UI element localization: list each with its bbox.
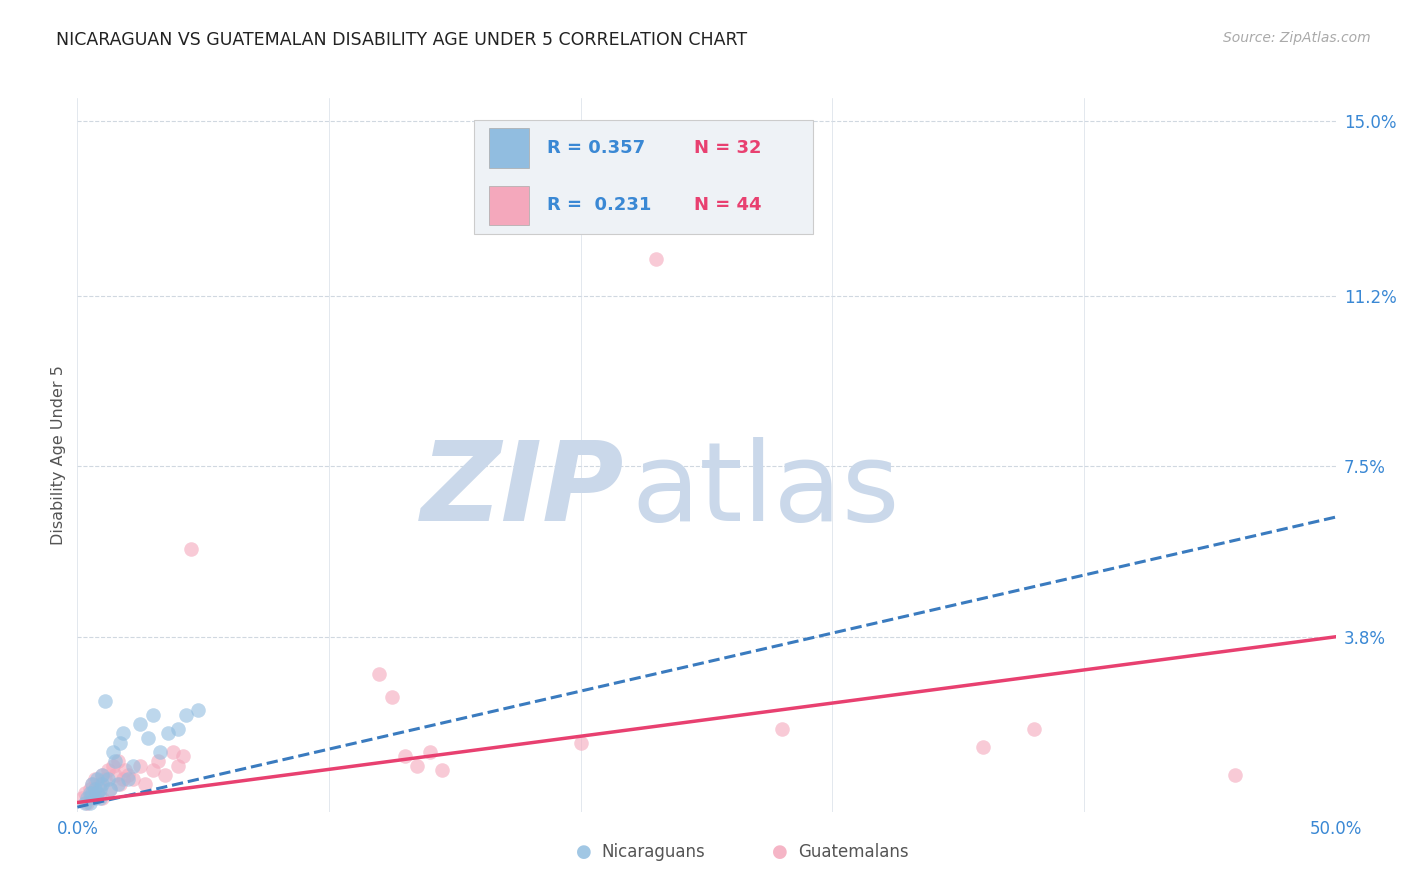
Point: [187, 703, 209, 717]
Point: [121, 758, 143, 772]
Point: [96, 772, 118, 787]
Point: [94, 694, 117, 708]
Point: [770, 722, 793, 736]
Point: [104, 768, 127, 782]
Point: [101, 758, 124, 772]
Point: [91, 768, 114, 782]
Point: [569, 736, 592, 750]
Bar: [489, 128, 529, 168]
Point: [96, 764, 118, 778]
Point: [129, 717, 152, 731]
Point: [94, 772, 117, 787]
Point: [172, 749, 194, 764]
Point: [107, 754, 129, 768]
Point: [84, 781, 107, 796]
Text: Source: ZipAtlas.com: Source: ZipAtlas.com: [1223, 31, 1371, 45]
Text: R = 0.357: R = 0.357: [547, 139, 645, 157]
Point: [114, 764, 136, 778]
Point: [162, 745, 184, 759]
Point: [84, 781, 107, 796]
Point: [86, 772, 108, 787]
Point: [117, 772, 139, 787]
Point: [91, 777, 114, 791]
Point: [79, 786, 101, 800]
Point: [394, 749, 416, 764]
Point: [972, 740, 994, 755]
Text: Nicaraguans: Nicaraguans: [602, 843, 706, 861]
Point: [142, 708, 165, 723]
Point: [111, 726, 134, 740]
Text: N = 32: N = 32: [695, 139, 762, 157]
Point: [82, 777, 104, 791]
Point: [419, 745, 441, 759]
Point: [84, 791, 107, 805]
Text: N = 44: N = 44: [695, 196, 762, 214]
Point: [108, 736, 131, 750]
Point: [98, 781, 121, 796]
Bar: [489, 186, 529, 225]
Point: [167, 722, 190, 736]
Point: [142, 764, 165, 778]
Point: [82, 777, 104, 791]
Point: [174, 708, 197, 723]
Point: [146, 754, 169, 768]
Point: [155, 768, 177, 782]
Point: [89, 781, 111, 796]
Point: [104, 754, 127, 768]
Point: [79, 781, 101, 796]
FancyBboxPatch shape: [474, 120, 814, 234]
Point: [111, 772, 134, 787]
Text: Guatemalans: Guatemalans: [799, 843, 910, 861]
Point: [82, 786, 104, 800]
Point: [76, 791, 98, 805]
Text: NICARAGUAN VS GUATEMALAN DISABILITY AGE UNDER 5 CORRELATION CHART: NICARAGUAN VS GUATEMALAN DISABILITY AGE …: [56, 31, 748, 49]
Point: [129, 758, 152, 772]
Point: [98, 781, 121, 796]
Point: [73, 786, 96, 800]
Point: [101, 745, 124, 759]
Point: [645, 252, 668, 267]
Text: atlas: atlas: [631, 437, 900, 544]
Point: [76, 796, 98, 810]
Point: [1022, 722, 1045, 736]
Point: [84, 772, 107, 787]
Point: [108, 777, 131, 791]
Point: [180, 542, 202, 557]
Point: [79, 796, 101, 810]
Y-axis label: Disability Age Under 5: Disability Age Under 5: [51, 365, 66, 545]
Point: [89, 791, 111, 805]
Point: [134, 777, 156, 791]
Point: [432, 764, 454, 778]
Text: ●: ●: [575, 843, 592, 861]
Point: [368, 666, 391, 681]
Point: [89, 777, 111, 791]
Text: ZIP: ZIP: [422, 437, 624, 544]
Point: [156, 726, 179, 740]
Point: [136, 731, 159, 745]
Point: [91, 768, 114, 782]
Point: [406, 758, 429, 772]
Point: [86, 786, 108, 800]
Text: ●: ●: [772, 843, 789, 861]
Point: [121, 772, 143, 787]
Point: [117, 768, 139, 782]
Point: [381, 690, 404, 704]
Point: [79, 791, 101, 805]
Point: [167, 758, 190, 772]
Point: [91, 791, 114, 805]
Point: [73, 796, 96, 810]
Point: [86, 786, 108, 800]
Point: [149, 745, 172, 759]
Point: [1223, 768, 1246, 782]
Text: R =  0.231: R = 0.231: [547, 196, 651, 214]
Point: [107, 777, 129, 791]
Point: [72, 791, 94, 805]
